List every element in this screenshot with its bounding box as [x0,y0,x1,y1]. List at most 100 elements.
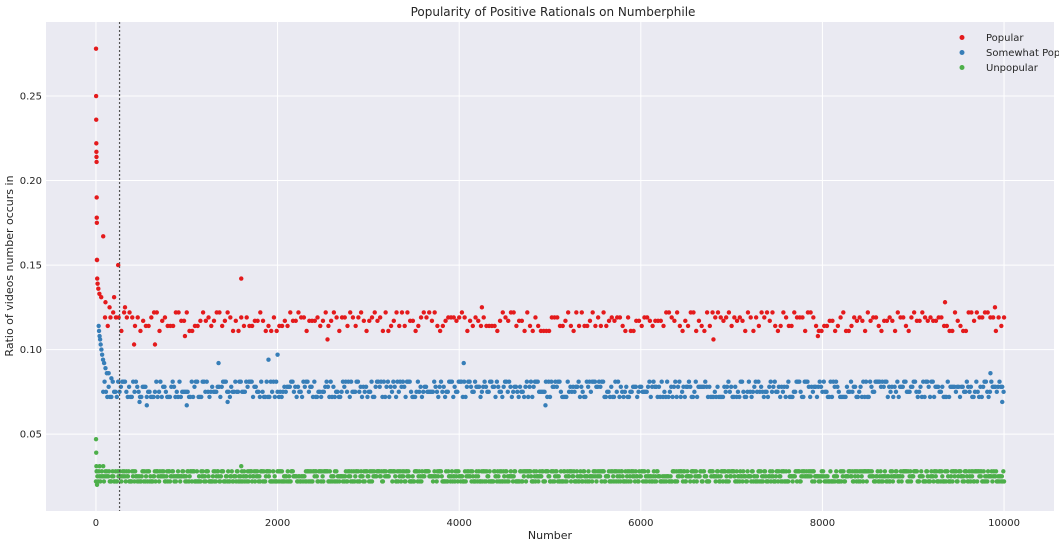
data-point [931,379,935,383]
data-point [270,390,274,394]
data-point [362,319,366,323]
data-point [160,395,164,399]
data-point [181,469,185,473]
data-point [379,474,383,478]
data-point [934,474,938,478]
legend-marker [960,35,965,40]
data-point [994,469,998,473]
data-point [199,395,203,399]
data-point [743,329,747,333]
data-point [462,315,466,319]
data-point [636,479,640,483]
data-point [419,479,423,483]
data-point [515,390,519,394]
data-point [805,379,809,383]
data-point [405,310,409,314]
data-point [451,395,455,399]
data-point [157,329,161,333]
data-point [147,390,151,394]
data-point [821,469,825,473]
data-point [703,379,707,383]
data-point [955,479,959,483]
data-point [745,469,749,473]
data-point [812,469,816,473]
data-point [434,479,438,483]
data-point [410,474,414,478]
data-point [332,310,336,314]
data-point [179,395,183,399]
data-point [326,385,330,389]
data-point [822,379,826,383]
data-point [489,379,493,383]
data-point [97,329,101,333]
data-point [763,469,767,473]
data-point [801,395,805,399]
data-point [386,379,390,383]
data-point [106,324,110,328]
data-point [559,390,563,394]
data-point [836,324,840,328]
data-point [135,385,139,389]
data-point [471,324,475,328]
data-point [745,479,749,483]
data-point [811,315,815,319]
data-point [391,379,395,383]
data-point [1001,469,1005,473]
data-point [266,324,270,328]
data-point [123,305,127,309]
data-point [235,469,239,473]
data-point [596,315,600,319]
data-point [99,295,103,299]
data-point [506,319,510,323]
data-point [94,437,98,441]
data-point [939,390,943,394]
data-point [115,395,119,399]
data-point [926,385,930,389]
data-point [507,379,511,383]
data-point [506,479,510,483]
data-point [662,390,666,394]
data-point [94,47,98,51]
data-point [116,315,120,319]
data-point [381,479,385,483]
data-point [697,474,701,478]
data-point [818,379,822,383]
data-point [508,385,512,389]
data-point [438,329,442,333]
data-point [440,474,444,478]
data-point [894,390,898,394]
data-point [705,310,709,314]
y-axis-ticks: 0.050.100.150.200.25 [20,92,42,441]
data-point [555,315,559,319]
data-point [488,469,492,473]
data-point [841,469,845,473]
data-point [171,469,175,473]
data-point [784,315,788,319]
data-point [945,469,949,473]
data-point [164,390,168,394]
data-point [228,315,232,319]
data-point [264,329,268,333]
data-point [163,315,167,319]
data-point [526,395,530,399]
data-point [218,395,222,399]
data-point [225,310,229,314]
data-point [329,319,333,323]
data-point [360,395,364,399]
data-point [849,379,853,383]
data-point [155,310,159,314]
data-point [975,479,979,483]
data-point [677,379,681,383]
data-point [917,319,921,323]
data-point [781,310,785,314]
data-point [198,319,202,323]
data-point [621,395,625,399]
data-point [878,469,882,473]
data-point [688,385,692,389]
data-point [477,385,481,389]
data-point [531,385,535,389]
data-point [315,395,319,399]
data-point [486,474,490,478]
data-point [939,315,943,319]
data-point [932,395,936,399]
